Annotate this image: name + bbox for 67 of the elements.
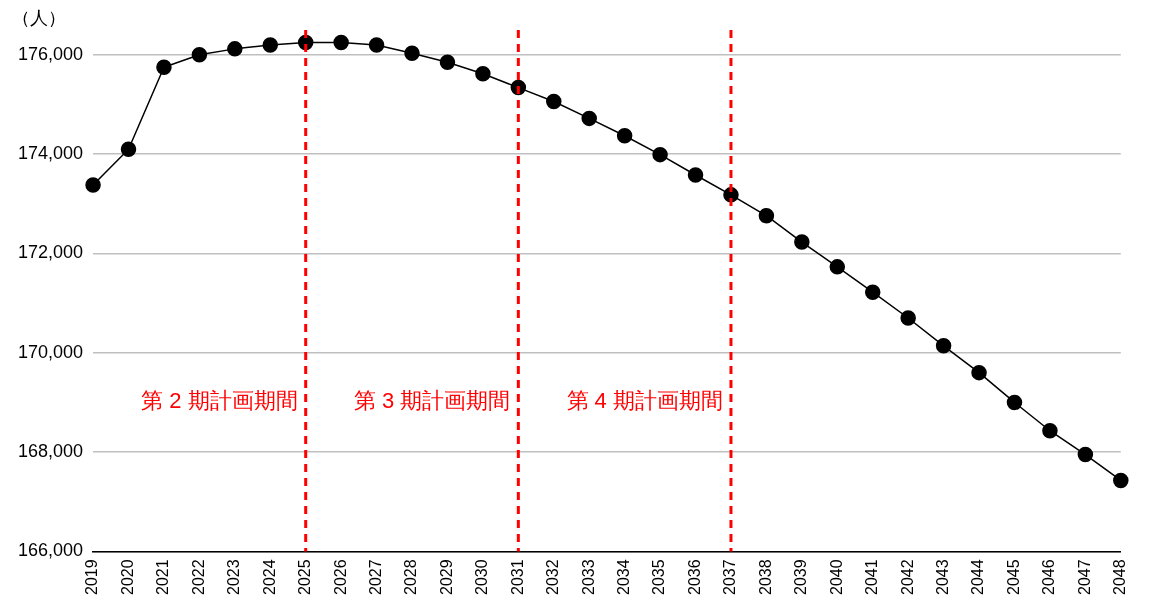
x-tick-label: 2040 <box>827 559 845 595</box>
y-tick-label: 168,000 <box>17 441 84 462</box>
x-tick-label: 2036 <box>685 559 703 595</box>
x-tick-label: 2045 <box>1004 559 1022 595</box>
x-tick-label: 2022 <box>189 559 207 595</box>
point <box>368 37 385 53</box>
point <box>404 45 420 62</box>
x-tick-label: 2026 <box>331 559 349 595</box>
x-tick-label: 2034 <box>615 559 633 595</box>
x-tick-label: 2044 <box>969 559 987 595</box>
x-tick-label: 2028 <box>402 559 420 595</box>
x-tick-label: 2032 <box>544 559 562 595</box>
x-tick-label: 2041 <box>863 559 881 595</box>
x-tick-label: 2020 <box>118 559 136 595</box>
point <box>333 34 349 51</box>
x-tick-label: 2046 <box>1040 559 1058 595</box>
point <box>864 284 881 300</box>
point <box>1042 422 1058 439</box>
x-tick-label: 2030 <box>473 559 491 595</box>
point <box>475 65 491 82</box>
point <box>652 146 668 163</box>
point <box>439 54 456 71</box>
point <box>85 177 101 193</box>
x-tick-label: 2027 <box>366 559 384 595</box>
point <box>191 47 208 63</box>
point <box>758 207 775 224</box>
point <box>687 167 704 183</box>
point <box>227 41 243 57</box>
x-tick-label: 2042 <box>898 559 916 595</box>
ref-line-label: 第 3 期計画期間 <box>353 388 511 414</box>
y-tick-label: 170,000 <box>17 341 84 362</box>
x-tick-label: 2039 <box>792 559 810 595</box>
point <box>156 59 172 75</box>
point <box>616 128 633 144</box>
x-tick-label: 2025 <box>296 559 314 595</box>
point <box>262 37 279 53</box>
x-tick-label: 2043 <box>934 559 952 595</box>
x-tick-label: 2023 <box>225 559 243 595</box>
point <box>829 259 846 275</box>
x-tick-label: 2047 <box>1075 559 1093 595</box>
point <box>1113 472 1129 489</box>
point <box>1006 394 1023 411</box>
x-tick-label: 2029 <box>437 559 455 595</box>
x-tick-label: 2035 <box>650 559 668 595</box>
x-tick-label: 2037 <box>721 559 739 595</box>
y-tick-label: 176,000 <box>17 43 84 64</box>
x-tick-label: 2033 <box>579 559 597 595</box>
y-tick-label: 172,000 <box>17 242 84 263</box>
point <box>900 310 916 326</box>
ref-line-label: 第 4 期計画期間 <box>566 388 723 414</box>
point <box>971 364 987 381</box>
x-tick-label: 2048 <box>1111 559 1129 595</box>
y-tick-label: 174,000 <box>17 143 84 164</box>
x-tick-label: 2031 <box>508 559 526 595</box>
point <box>1077 446 1094 463</box>
x-tick-label: 2021 <box>154 559 172 595</box>
point <box>794 234 810 250</box>
point <box>546 93 562 110</box>
y-axis-title: （人） <box>12 7 66 28</box>
x-tick-label: 2019 <box>83 559 101 595</box>
point <box>581 110 597 127</box>
x-tick-label: 2024 <box>260 559 278 595</box>
point <box>935 338 952 354</box>
ref-line-label: 第 2 期計画期間 <box>141 388 298 414</box>
point <box>120 141 137 157</box>
y-tick-label: 166,000 <box>17 540 84 561</box>
x-tick-label: 2038 <box>756 559 774 595</box>
